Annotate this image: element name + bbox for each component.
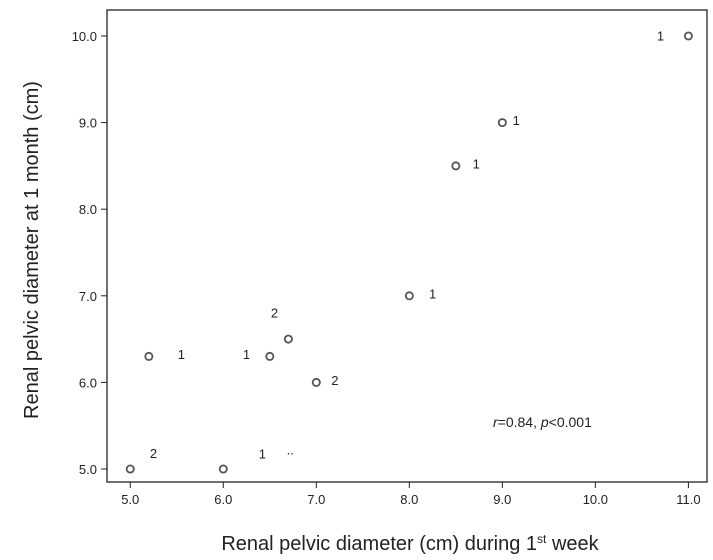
data-point	[125, 464, 135, 474]
data-point	[283, 334, 293, 344]
x-tick-label: 8.0	[400, 492, 418, 507]
point-label: 1	[513, 113, 520, 128]
y-tick-label: 7.0	[79, 289, 97, 304]
y-tick-label: 6.0	[79, 375, 97, 390]
point-label: 1	[259, 447, 266, 462]
data-points	[125, 31, 693, 474]
point-label: 1	[657, 28, 664, 43]
data-point	[451, 161, 461, 171]
x-tick-label: 11.0	[676, 492, 700, 507]
plot-frame	[106, 9, 708, 483]
data-point	[497, 118, 507, 128]
y-tick-label: 10.0	[72, 29, 97, 44]
x-axis-title: Renal pelvic diameter (cm) during 1st we…	[221, 532, 599, 555]
data-point	[404, 291, 414, 301]
point-label: 2	[150, 446, 157, 461]
x-tick-label: 7.0	[307, 492, 325, 507]
data-point	[218, 464, 228, 474]
data-point	[311, 377, 321, 387]
y-tick-label: 8.0	[79, 202, 97, 217]
point-labels: 2 1 1 .. 1 2 2 1 1 1 1	[150, 28, 664, 461]
y-axis: 5.0 6.0 7.0 8.0 9.0 10.0	[72, 29, 107, 477]
y-tick-label: 9.0	[79, 116, 97, 131]
point-label: 1	[178, 347, 185, 362]
point-label: ..	[287, 442, 294, 457]
data-point	[144, 351, 154, 361]
x-tick-label: 5.0	[121, 492, 139, 507]
y-tick-label: 5.0	[79, 462, 97, 477]
point-label: 1	[243, 347, 250, 362]
x-tick-label: 10.0	[583, 492, 608, 507]
x-tick-label: 9.0	[493, 492, 511, 507]
x-axis: 5.0 6.0 7.0 8.0 9.0 10.0 11.0	[121, 482, 701, 507]
data-point	[265, 351, 275, 361]
correlation-annotation: r=0.84, p<0.001	[493, 414, 592, 430]
data-point	[683, 31, 693, 41]
point-label: 2	[331, 373, 338, 388]
y-axis-title: Renal pelvic diameter at 1 month (cm)	[21, 81, 43, 419]
point-label: 2	[271, 305, 278, 320]
point-label: 1	[429, 286, 436, 301]
point-label: 1	[473, 156, 480, 171]
x-tick-label: 6.0	[214, 492, 232, 507]
